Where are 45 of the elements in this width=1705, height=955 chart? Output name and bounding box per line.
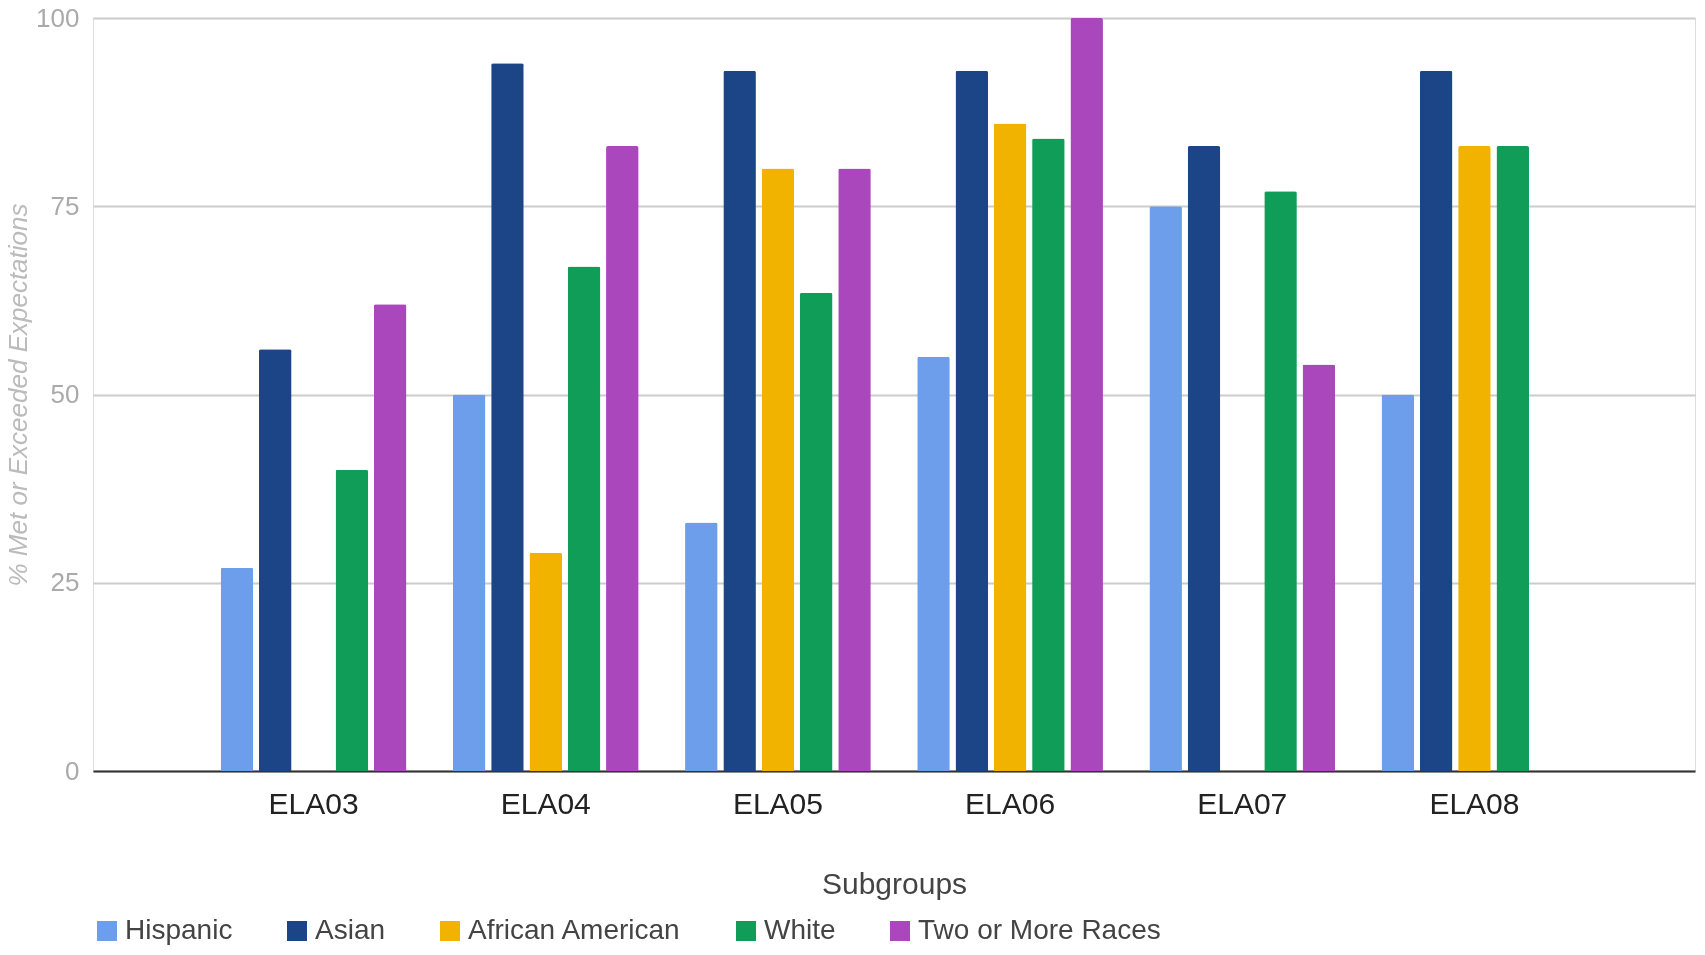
x-tick-label: ELA03 [268,786,359,820]
bar [838,168,871,771]
legend-label: White [764,914,836,945]
bar [1458,146,1491,771]
bar [1302,364,1336,771]
bar [917,356,950,771]
y-tick-label: 0 [65,755,80,786]
bar [1381,394,1415,771]
bar [529,552,563,771]
bar [606,146,639,771]
x-tick-label: ELA05 [732,786,823,820]
x-axis-title: Subgroups [821,866,968,900]
y-axis-title: % Met or Exceeded Expectations [3,203,34,587]
legend-label: Two or More Races [918,914,1161,945]
y-tick-label: 50 [50,379,80,409]
bar [373,304,407,771]
bar [452,394,486,771]
bar [799,292,833,771]
bar [258,349,292,771]
bar [491,63,524,771]
bar [1070,18,1103,771]
x-tick-label: ELA04 [500,786,591,820]
bar [685,522,718,771]
bar [1032,138,1065,771]
bar [761,168,795,771]
bar [723,70,756,771]
y-tick-label: 75 [50,190,80,221]
bar [1149,206,1182,771]
bar [567,266,601,771]
bar [220,567,254,771]
bar [1419,70,1453,771]
y-tick-label: 25 [50,567,80,598]
legend-label: Asian [315,914,386,945]
bar [335,469,369,771]
x-tick-label: ELA08 [1429,786,1520,820]
legend-label: Hispanic [125,914,233,945]
x-tick-label: ELA06 [965,786,1056,820]
bar [1264,191,1297,771]
y-tick-label: 100 [36,2,80,33]
bar [993,123,1027,771]
bar [1496,146,1530,771]
x-tick-label: ELA07 [1197,786,1288,820]
legend-label: African American [468,914,680,945]
bar [1187,146,1221,771]
bar [955,70,989,771]
